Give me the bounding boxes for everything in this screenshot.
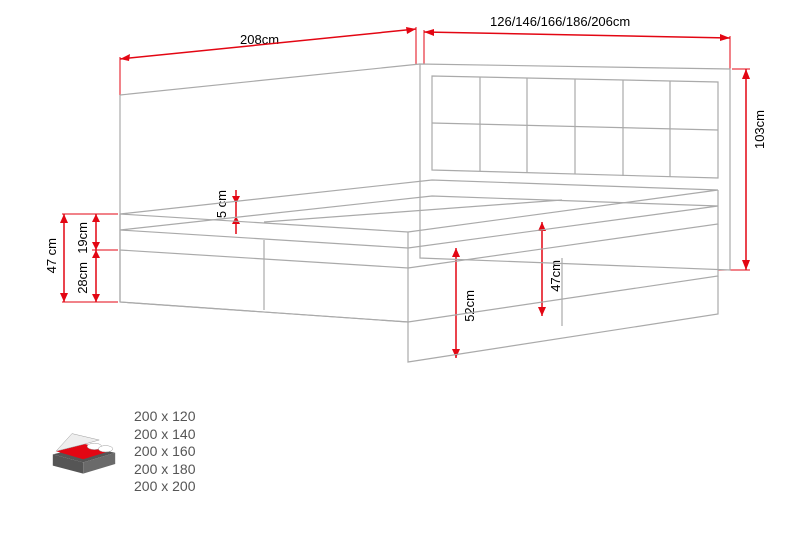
size-row: 200 x 140 [134, 426, 196, 444]
size-row: 200 x 200 [134, 478, 196, 496]
size-row: 200 x 120 [134, 408, 196, 426]
sizes-info-box: 200 x 120 200 x 140 200 x 160 200 x 180 … [48, 408, 196, 496]
bed-icon [48, 424, 120, 480]
sizes-list: 200 x 120 200 x 140 200 x 160 200 x 180 … [134, 408, 196, 496]
size-row: 200 x 180 [134, 461, 196, 479]
size-row: 200 x 160 [134, 443, 196, 461]
